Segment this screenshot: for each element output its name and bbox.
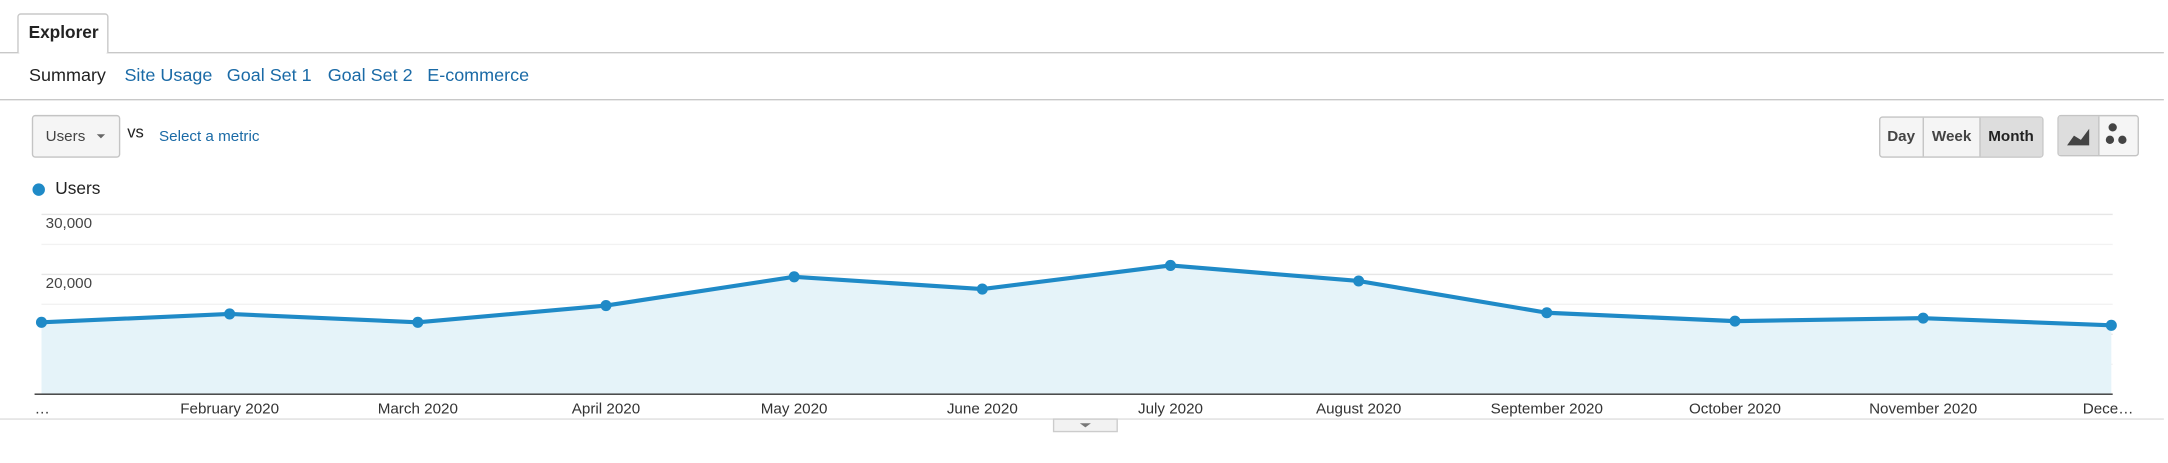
select-metric[interactable]: Select a metric	[159, 128, 260, 145]
point	[1917, 312, 1929, 324]
legend-dot	[32, 183, 45, 196]
caret	[1079, 423, 1091, 428]
x-tick-label: April 2020	[572, 400, 640, 417]
tab[interactable]: Explorer	[29, 22, 99, 42]
point	[1729, 315, 1741, 327]
point	[1541, 307, 1553, 319]
caret	[96, 134, 106, 139]
x-tick-label: November 2020	[1869, 400, 1977, 417]
x-tick-label: Dece…	[2083, 400, 2134, 417]
point	[1353, 275, 1365, 287]
area	[41, 265, 2112, 395]
motion-icon	[2105, 135, 2115, 144]
subnav-item[interactable]: Site Usage	[124, 65, 212, 85]
x-tick-label: September 2020	[1491, 400, 1603, 417]
subnav-item[interactable]: E-commerce	[427, 65, 529, 85]
y-tick-label: 20,000	[46, 275, 92, 292]
view-active[interactable]	[2058, 116, 2099, 156]
point	[224, 308, 236, 320]
x-tick-label: June 2020	[947, 400, 1018, 417]
point	[2105, 319, 2117, 331]
line-icon	[2067, 128, 2090, 146]
point	[35, 316, 48, 328]
period-button[interactable]: Day	[1887, 128, 1915, 145]
period-button[interactable]: Week	[1932, 128, 1972, 145]
point	[1164, 259, 1177, 271]
y-tick-label: 30,000	[46, 215, 92, 232]
subnav-item[interactable]: Summary	[29, 65, 106, 85]
vs: vs	[127, 122, 144, 141]
point	[600, 300, 612, 312]
series-line	[41, 263, 2112, 328]
point	[788, 271, 800, 283]
x-tick-label: October 2020	[1689, 400, 1781, 417]
tab-gap	[19, 49, 107, 56]
x-tick-label: August 2020	[1316, 400, 1401, 417]
x-tick-label: July 2020	[1138, 400, 1203, 417]
subnav-item[interactable]: Goal Set 2	[328, 65, 413, 85]
motion-icon[interactable]	[2108, 123, 2117, 132]
x-tick-label: …	[35, 400, 50, 417]
motion-icon	[2118, 135, 2127, 144]
tab-box	[17, 13, 109, 53]
point	[976, 283, 988, 295]
metric-dropdown[interactable]	[31, 114, 121, 158]
x-tick-label: March 2020	[378, 400, 458, 417]
legend-label: Users	[55, 178, 100, 198]
metric-label: Users	[46, 128, 86, 145]
point	[412, 316, 424, 328]
subnav-item[interactable]: Goal Set 1	[227, 65, 312, 85]
period-button[interactable]: Month	[1988, 128, 2034, 145]
x-tick-label: May 2020	[761, 400, 828, 417]
period-active	[1979, 117, 2043, 157]
x-tick-label: February 2020	[180, 400, 279, 417]
